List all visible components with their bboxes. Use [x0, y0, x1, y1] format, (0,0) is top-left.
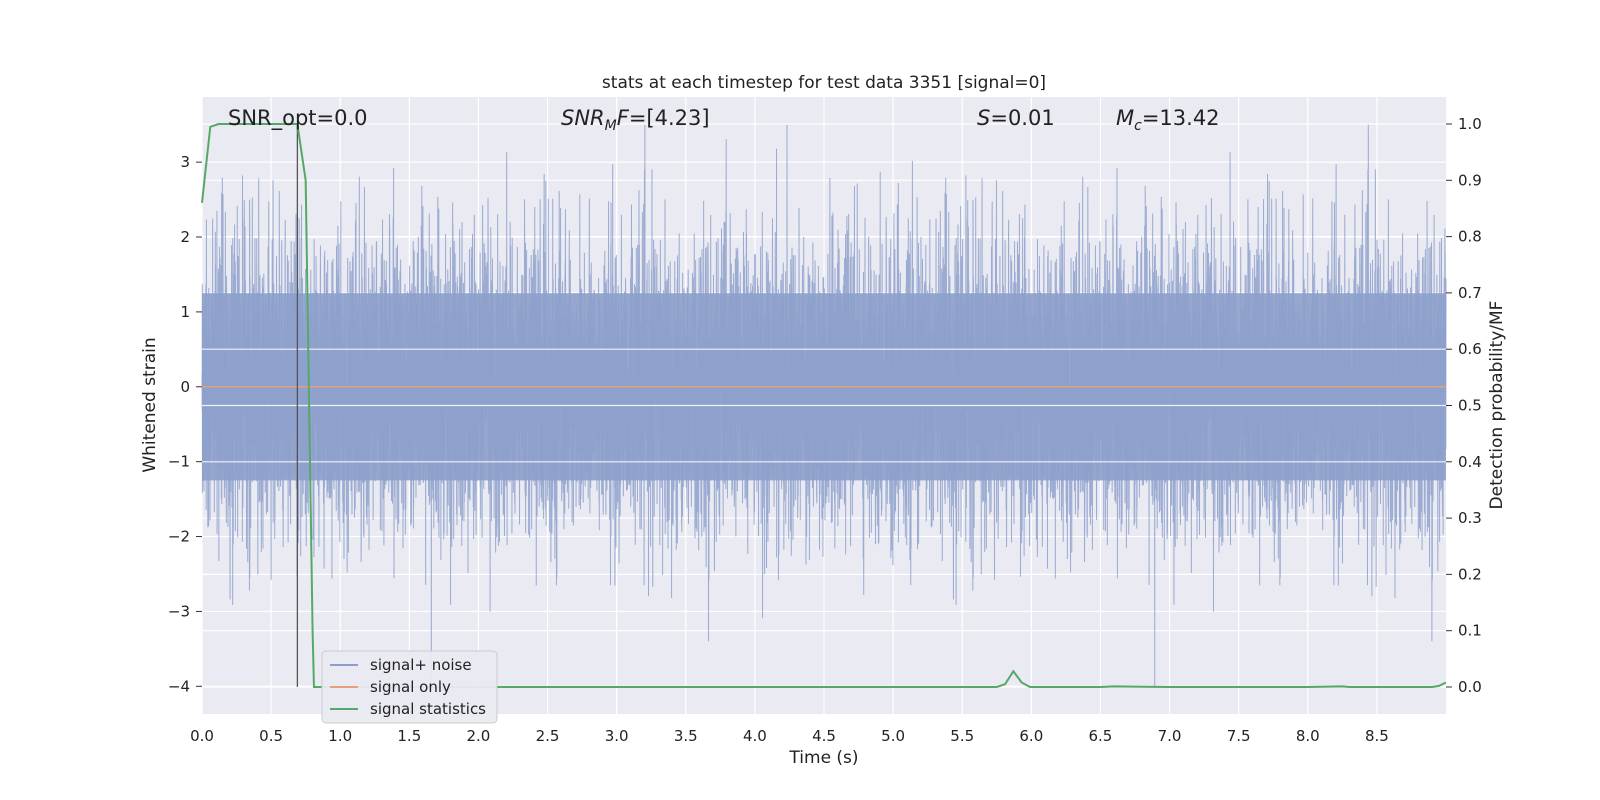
x-tick-label: 2.5 [536, 727, 560, 745]
annotation-mc-base: M [1116, 106, 1134, 130]
y-tick-label: 2 [180, 228, 190, 246]
x-tick-label: 1.0 [328, 727, 352, 745]
x-tick-label: 4.0 [743, 727, 767, 745]
x-tick-label: 2.0 [467, 727, 491, 745]
x-tick-label: 3.5 [674, 727, 698, 745]
annotation-mc-rest: =13.42 [1142, 106, 1220, 130]
annotation-snr-mf-rest: =[4.23] [629, 106, 710, 130]
annotation-snr-opt: SNR_opt=0.0 [228, 106, 368, 131]
x-tick-label: 5.0 [881, 727, 905, 745]
annotation-snr-mf: SNRMF=[4.23] [561, 106, 710, 134]
y2-tick-label: 0.6 [1458, 340, 1482, 358]
y-tick-label: 1 [180, 303, 190, 321]
series-signal-statistics [201, 123, 1447, 688]
annotation-s: S=0.01 [977, 106, 1055, 130]
y2-tick-label: 0.2 [1458, 565, 1482, 583]
annotation-snr-mf-rest-italic: F [617, 106, 630, 130]
annotation-mc: Mc=13.42 [1116, 106, 1220, 134]
x-tick-label: 8.0 [1296, 727, 1320, 745]
annotation-mc-sub: c [1134, 118, 1142, 134]
y2-tick-label: 1.0 [1458, 115, 1482, 133]
legend-label: signal only [370, 678, 451, 696]
x-tick-label: 0.5 [259, 727, 283, 745]
y2-tick-label: 0.8 [1458, 228, 1482, 246]
chart-title: stats at each timestep for test data 335… [602, 73, 1046, 93]
y2-tick-label: 0.0 [1458, 678, 1482, 696]
y2-axis-title: Detection probability/MF [1487, 301, 1507, 510]
x-tick-label: 6.5 [1089, 727, 1113, 745]
y-tick-label: −3 [168, 602, 190, 620]
x-tick-label: 4.5 [812, 727, 836, 745]
y-tick-label: 0 [180, 378, 190, 396]
annotation-snr-mf-sub: M [605, 118, 617, 134]
y2-tick-label: 0.7 [1458, 284, 1482, 302]
annotation-s-base: S [977, 106, 990, 130]
x-tick-label: 8.5 [1365, 727, 1389, 745]
y-tick-label: −1 [168, 453, 190, 471]
x-tick-label: 5.5 [950, 727, 974, 745]
x-tick-label: 7.5 [1227, 727, 1251, 745]
y2-tick-label: 0.3 [1458, 509, 1482, 527]
x-axis-title: Time (s) [788, 748, 858, 768]
y-tick-label: −4 [168, 677, 190, 695]
annotation-s-rest: =0.01 [990, 106, 1054, 130]
y-tick-label: −2 [168, 528, 190, 546]
y2-tick-label: 0.5 [1458, 397, 1482, 415]
x-tick-label: 3.0 [605, 727, 629, 745]
x-tick-label: 0.0 [190, 727, 214, 745]
y2-tick-label: 0.1 [1458, 622, 1482, 640]
legend-label: signal statistics [370, 700, 486, 718]
y2-tick-label: 0.9 [1458, 171, 1482, 189]
annotation-snr-mf-base: SNR [561, 106, 605, 130]
y-tick-label: 3 [180, 153, 190, 171]
y-axis-title: Whitened strain [140, 337, 160, 472]
legend-label: signal+ noise [370, 656, 472, 674]
legend-box [321, 650, 498, 724]
x-tick-label: 1.5 [397, 727, 421, 745]
x-tick-label: 7.0 [1158, 727, 1182, 745]
x-tick-label: 6.0 [1019, 727, 1043, 745]
y2-tick-label: 0.4 [1458, 453, 1482, 471]
